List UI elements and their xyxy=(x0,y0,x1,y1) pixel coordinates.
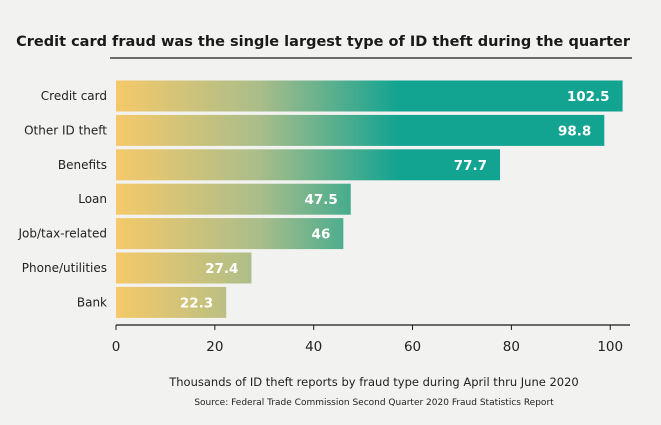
x-axis-title: Thousands of ID theft reports by fraud t… xyxy=(168,375,579,389)
bar-job-tax-related xyxy=(116,218,344,250)
value-label: 46 xyxy=(312,227,331,243)
bar-other-id-theft xyxy=(116,114,605,146)
category-label: Bank xyxy=(77,295,107,309)
value-label: 27.4 xyxy=(205,261,238,277)
bar-loan xyxy=(116,183,351,215)
x-axis-ticks: 0 20 40 60 80 100 xyxy=(112,325,623,355)
bars-group xyxy=(116,80,623,318)
bar-benefits xyxy=(116,149,501,181)
x-tick-label: 0 xyxy=(112,339,121,355)
bar-bank xyxy=(116,286,227,318)
category-label: Credit card xyxy=(41,89,107,103)
category-label: Benefits xyxy=(58,158,107,172)
value-label: 22.3 xyxy=(180,295,213,311)
category-labels: Credit card Other ID theft Benefits Loan Job… xyxy=(18,89,108,309)
bar-phone-utilities xyxy=(116,252,252,284)
category-label: Phone/utilities xyxy=(22,261,107,275)
x-tick-label: 60 xyxy=(404,339,421,355)
value-label: 102.5 xyxy=(567,89,610,105)
chart-title: Credit card fraud was the single largest… xyxy=(16,34,631,50)
category-label: Other ID theft xyxy=(24,123,107,137)
value-label: 77.7 xyxy=(454,158,487,174)
x-tick-label: 40 xyxy=(305,339,322,355)
x-tick-label: 20 xyxy=(206,339,223,355)
category-label: Job/tax-related xyxy=(18,227,107,241)
value-label: 47.5 xyxy=(304,192,337,208)
category-label: Loan xyxy=(78,192,107,206)
value-labels: 102.5 98.8 77.7 47.5 46 27.4 22.3 xyxy=(180,89,610,311)
bar-credit-card xyxy=(116,80,623,112)
x-tick-label: 80 xyxy=(503,339,520,355)
source-note: Source: Federal Trade Commission Second … xyxy=(194,398,554,408)
x-tick-label: 100 xyxy=(597,339,623,355)
value-label: 98.8 xyxy=(558,123,591,139)
